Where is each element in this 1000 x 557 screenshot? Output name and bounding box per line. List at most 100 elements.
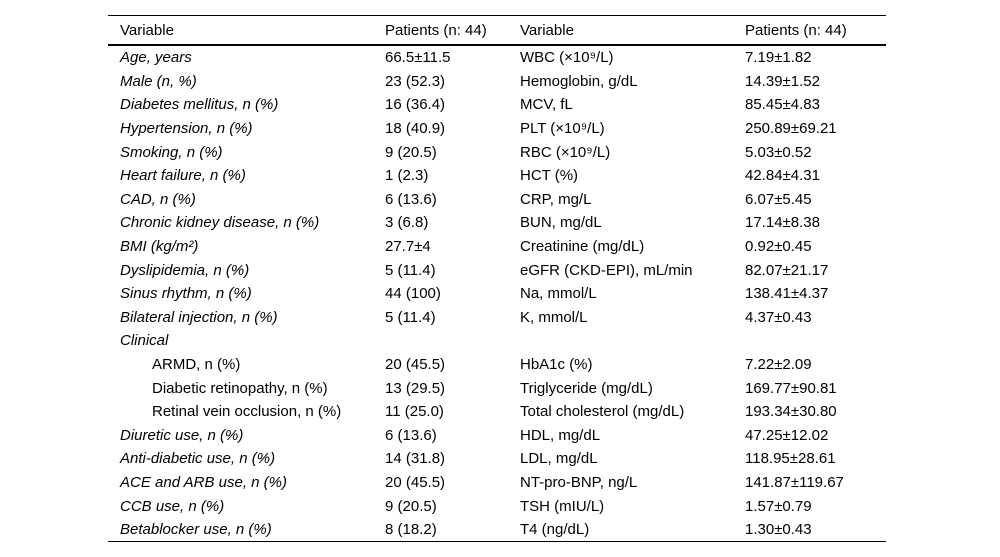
variable-cell-left: Anti-diabetic use, n (%) (120, 450, 276, 468)
patients-cell-right: 6.07±5.45 (745, 190, 812, 208)
variable-cell-left: Bilateral injection, n (%) (120, 308, 278, 326)
table-row: Bilateral injection, n (%) 5 (11.4) K, mmo… (108, 306, 886, 330)
table-row: Male (n, %) 23 (52.3) Hemoglobin, g/dL 14.3… (108, 70, 886, 94)
header-variable-right: Variable (520, 21, 574, 39)
patients-cell-left: 5 (11.4) (385, 261, 436, 279)
patients-cell-right: 138.41±4.37 (745, 285, 829, 303)
variable-cell-right: PLT (×10⁹/L) (520, 120, 605, 138)
patients-cell-right: 1.30±0.43 (745, 521, 812, 539)
variable-cell-right: T4 (ng/dL) (520, 521, 590, 539)
variable-cell-left: CCB use, n (%) (120, 497, 225, 515)
patients-cell-left: 11 (25.0) (385, 403, 444, 421)
variable-cell-left: Dyslipidemia, n (%) (120, 261, 250, 279)
patients-cell-left: 3 (6.8) (385, 214, 429, 232)
variable-cell-right: BUN, mg/dL (520, 214, 602, 232)
table-row: Diabetic retinopathy, n (%) 13 (29.5) Trig… (108, 376, 886, 400)
variable-cell-left: Male (n, %) (120, 72, 197, 90)
table-header: Variable Patients (n: 44) Variable Patie… (108, 15, 886, 45)
variable-cell-left: Smoking, n (%) (120, 143, 223, 161)
variable-cell-left: Diabetes mellitus, n (%) (120, 96, 279, 114)
table-body: Age, years 66.5±11.5 WBC (×10⁹/L) 7.19±1.82… (108, 45, 886, 542)
variable-cell-left: Heart failure, n (%) (120, 167, 246, 185)
header-patients-right: Patients (n: 44) (745, 21, 847, 39)
variable-cell-left: Chronic kidney disease, n (%) (120, 214, 320, 232)
variable-cell-right: CRP, mg/L (520, 190, 592, 208)
patients-cell-left: 23 (52.3) (385, 72, 446, 90)
table-row: Betablocker use, n (%) 8 (18.2) T4 (ng/dL)… (108, 518, 886, 542)
table-row: Diabetes mellitus, n (%) 16 (36.4) MCV, fL… (108, 93, 886, 117)
variable-cell-right: TSH (mIU/L) (520, 497, 605, 515)
variable-cell-left: Clinical (120, 332, 169, 350)
variable-cell-left: Diuretic use, n (%) (120, 426, 244, 444)
variable-cell-left: Sinus rhythm, n (%) (120, 285, 252, 303)
patients-cell-left: 9 (20.5) (385, 143, 437, 161)
patients-cell-left: 9 (20.5) (385, 497, 437, 515)
table-row: Age, years 66.5±11.5 WBC (×10⁹/L) 7.19±1.82 (108, 45, 886, 70)
patients-cell-right: 7.19±1.82 (745, 49, 812, 67)
variable-cell-right: HDL, mg/dL (520, 426, 601, 444)
table-row: Retinal vein occlusion, n (%) 11 (25.0) To… (108, 400, 886, 424)
variable-cell-right: MCV, fL (520, 96, 573, 114)
patients-cell-left: 6 (13.6) (385, 426, 437, 444)
patients-cell-left: 14 (31.8) (385, 450, 446, 468)
variable-cell-right (520, 329, 745, 353)
patients-cell-right: 118.95±28.61 (745, 450, 836, 468)
patients-cell-right: 5.03±0.52 (745, 143, 812, 161)
variable-cell-left: ARMD, n (%) (152, 356, 241, 374)
table-row: BMI (kg/m²) 27.7±4 Creatinine (mg/dL) 0.92±… (108, 235, 886, 259)
table-row: Smoking, n (%) 9 (20.5) RBC (×10⁹/L) 5.03±0… (108, 140, 886, 164)
patients-cell-right: 14.39±1.52 (745, 72, 820, 90)
table-row: Anti-diabetic use, n (%) 14 (31.8) LDL, mg… (108, 447, 886, 471)
variable-cell-right: HCT (%) (520, 167, 579, 185)
variable-cell-left: Diabetic retinopathy, n (%) (152, 379, 328, 397)
variable-cell-right: eGFR (CKD-EPI), mL/min (520, 261, 693, 279)
header-patients-left: Patients (n: 44) (385, 21, 487, 39)
table-row: ACE and ARB use, n (%) 20 (45.5) NT-pro-BN… (108, 471, 886, 495)
table-row: Sinus rhythm, n (%) 44 (100) Na, mmol/L 138… (108, 282, 886, 306)
variable-cell-right: RBC (×10⁹/L) (520, 143, 611, 161)
patients-cell-left: 27.7±4 (385, 238, 431, 256)
variable-cell-left: BMI (kg/m²) (120, 238, 199, 256)
variable-cell-left: Retinal vein occlusion, n (%) (152, 403, 342, 421)
variable-cell-right: WBC (×10⁹/L) (520, 49, 614, 67)
variable-cell-right: HbA1c (%) (520, 356, 593, 374)
patients-cell-left: 20 (45.5) (385, 356, 446, 374)
patients-cell-left: 5 (11.4) (385, 308, 436, 326)
table-row: Dyslipidemia, n (%) 5 (11.4) eGFR (CKD-EPI… (108, 258, 886, 282)
table-row: Heart failure, n (%) 1 (2.3) HCT (%) 42.84±… (108, 164, 886, 188)
patients-cell-left (385, 329, 520, 353)
patients-cell-left: 20 (45.5) (385, 473, 446, 491)
patients-cell-right: 1.57±0.79 (745, 497, 812, 515)
variable-cell-right: Triglyceride (mg/dL) (520, 379, 653, 397)
variable-cell-right: K, mmol/L (520, 308, 588, 326)
table-row: Hypertension, n (%) 18 (40.9) PLT (×10⁹/L)… (108, 117, 886, 141)
patients-cell-right: 4.37±0.43 (745, 308, 812, 326)
patients-cell-right (745, 329, 886, 353)
patients-cell-left: 1 (2.3) (385, 167, 429, 185)
patients-cell-right: 250.89±69.21 (745, 120, 837, 138)
variable-cell-left: ACE and ARB use, n (%) (120, 473, 288, 491)
patients-cell-left: 66.5±11.5 (385, 49, 451, 67)
variable-cell-right: LDL, mg/dL (520, 450, 598, 468)
variable-cell-right: Na, mmol/L (520, 285, 597, 303)
patients-cell-right: 42.84±4.31 (745, 167, 820, 185)
variable-cell-right: Creatinine (mg/dL) (520, 238, 645, 256)
variable-cell-left: Hypertension, n (%) (120, 120, 253, 138)
patients-cell-left: 18 (40.9) (385, 120, 446, 138)
patients-cell-right: 85.45±4.83 (745, 96, 820, 114)
variable-cell-left: Betablocker use, n (%) (120, 521, 272, 539)
variable-cell-right: NT-pro-BNP, ng/L (520, 473, 638, 491)
variable-cell-right: Hemoglobin, g/dL (520, 72, 638, 90)
variable-cell-left: Age, years (120, 49, 192, 67)
table-row: Clinical (108, 329, 886, 353)
patients-cell-right: 17.14±8.38 (745, 214, 820, 232)
patients-cell-left: 13 (29.5) (385, 379, 446, 397)
patient-characteristics-table-wrap: Variable Patients (n: 44) Variable Patie… (108, 15, 886, 543)
patients-cell-left: 8 (18.2) (385, 521, 437, 539)
variable-cell-left: CAD, n (%) (120, 190, 196, 208)
patients-cell-right: 193.34±30.80 (745, 403, 837, 421)
patients-cell-right: 169.77±90.81 (745, 379, 837, 397)
patients-cell-left: 16 (36.4) (385, 96, 446, 114)
patients-cell-right: 47.25±12.02 (745, 426, 829, 444)
table-header-row: Variable Patients (n: 44) Variable Patie… (108, 15, 886, 45)
